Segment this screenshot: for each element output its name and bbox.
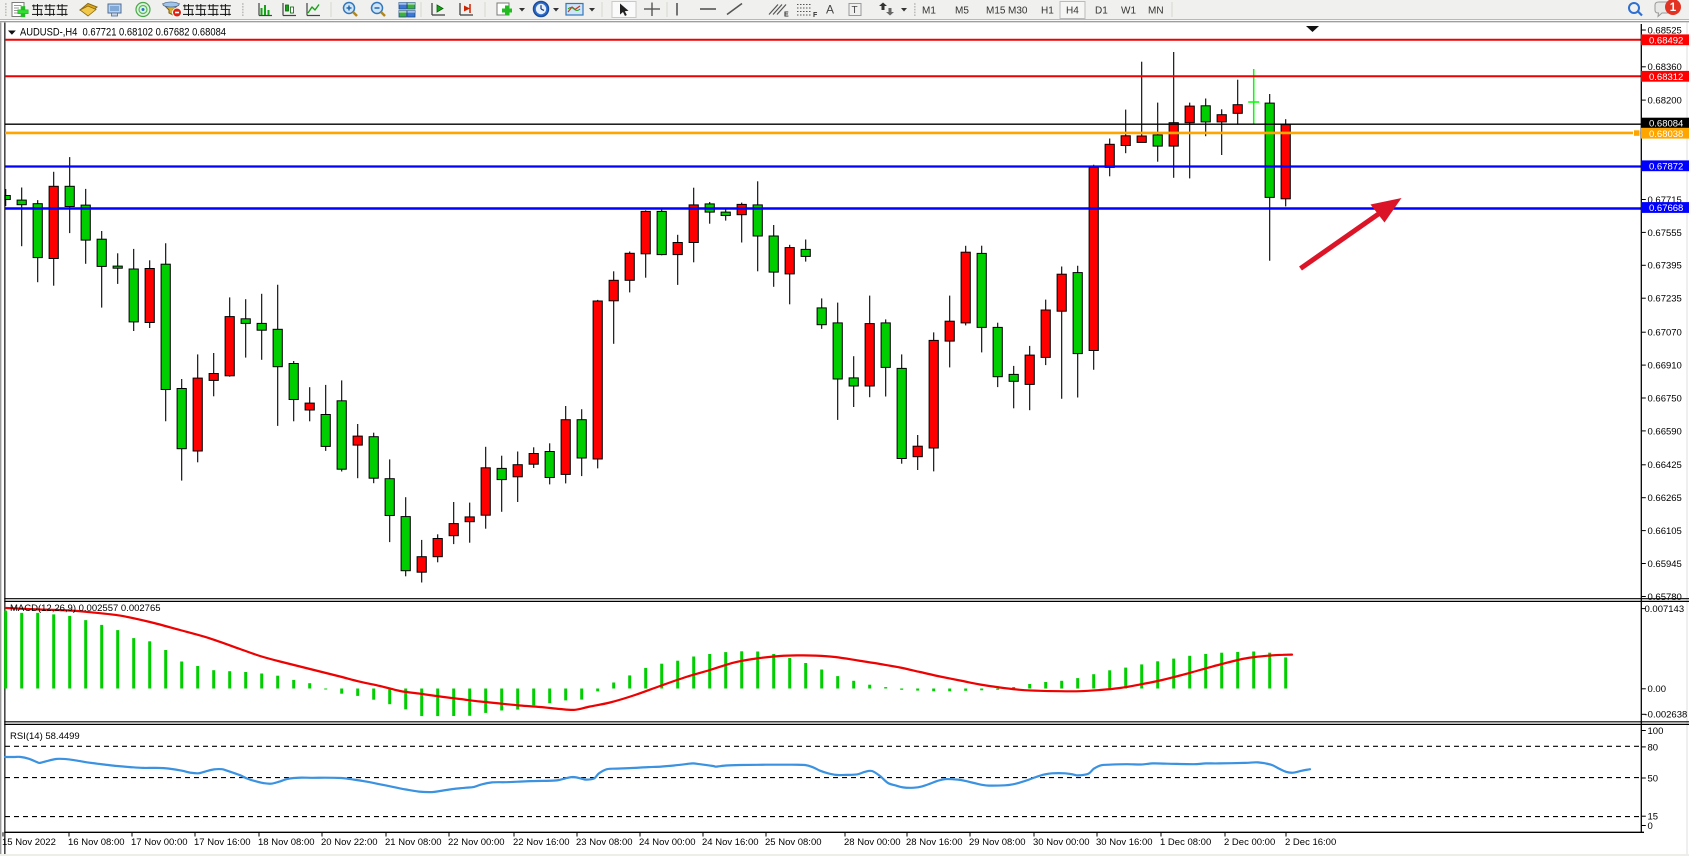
svg-text:23 Nov 08:00: 23 Nov 08:00	[576, 837, 633, 848]
svg-text:2 Dec 00:00: 2 Dec 00:00	[1224, 837, 1275, 848]
svg-text:F: F	[813, 12, 818, 19]
svg-text:0.66105: 0.66105	[1648, 526, 1682, 537]
svg-text:0.68200: 0.68200	[1648, 96, 1682, 107]
svg-text:0.66910: 0.66910	[1648, 361, 1682, 372]
svg-text:0.67668: 0.67668	[1649, 203, 1683, 214]
svg-text:0.67715: 0.67715	[1648, 195, 1682, 206]
svg-text:AUDUSD-,H4 0.67721 0.68102 0.: AUDUSD-,H4 0.67721 0.68102 0.67682 0.680…	[20, 27, 226, 39]
svg-text:W1: W1	[1121, 6, 1136, 17]
svg-text:22 Nov 00:00: 22 Nov 00:00	[448, 837, 505, 848]
svg-text:RSI(14) 58.4499: RSI(14) 58.4499	[10, 731, 80, 742]
svg-text:50: 50	[1648, 773, 1659, 784]
svg-text:0.67872: 0.67872	[1649, 161, 1683, 172]
svg-text:0.67555: 0.67555	[1648, 228, 1682, 239]
svg-text:17 Nov 00:00: 17 Nov 00:00	[131, 837, 188, 848]
svg-text:A: A	[826, 3, 834, 17]
svg-text:0.66590: 0.66590	[1648, 426, 1682, 437]
svg-text:0.68084: 0.68084	[1649, 119, 1683, 130]
svg-text:16 Nov 08:00: 16 Nov 08:00	[68, 837, 125, 848]
svg-text:0.68038: 0.68038	[1649, 129, 1683, 140]
svg-text:18 Nov 08:00: 18 Nov 08:00	[258, 837, 315, 848]
svg-text:21 Nov 08:00: 21 Nov 08:00	[385, 837, 442, 848]
svg-text:0.68360: 0.68360	[1648, 62, 1682, 73]
svg-text:-0.002638: -0.002638	[1645, 710, 1688, 721]
svg-text:0.66265: 0.66265	[1648, 493, 1682, 504]
svg-text:0.67070: 0.67070	[1648, 328, 1682, 339]
svg-text:M1: M1	[922, 6, 936, 17]
svg-text:25 Nov 08:00: 25 Nov 08:00	[765, 837, 822, 848]
svg-text:M15: M15	[986, 6, 1006, 17]
svg-text:0.68525: 0.68525	[1648, 25, 1682, 36]
svg-text:0.00: 0.00	[1648, 684, 1667, 695]
svg-text:15: 15	[1648, 812, 1659, 823]
svg-text:0.007143: 0.007143	[1645, 604, 1685, 615]
svg-text:MACD(12,26,9) 0.002557 0.00276: MACD(12,26,9) 0.002557 0.002765	[10, 603, 161, 614]
svg-text:H4: H4	[1066, 6, 1079, 17]
svg-text:20 Nov 22:00: 20 Nov 22:00	[321, 837, 378, 848]
svg-text:D1: D1	[1095, 6, 1108, 17]
svg-text:28 Nov 00:00: 28 Nov 00:00	[844, 837, 901, 848]
svg-text:0.67395: 0.67395	[1648, 261, 1682, 272]
svg-text:H1: H1	[1041, 6, 1054, 17]
svg-text:24 Nov 16:00: 24 Nov 16:00	[702, 837, 759, 848]
svg-text:30 Nov 00:00: 30 Nov 00:00	[1033, 837, 1090, 848]
svg-text:1: 1	[1670, 2, 1677, 14]
svg-text:E: E	[784, 12, 789, 19]
svg-text:M30: M30	[1008, 6, 1028, 17]
svg-text:0.67235: 0.67235	[1648, 294, 1682, 305]
svg-text:0.68312: 0.68312	[1649, 72, 1683, 83]
svg-text:100: 100	[1648, 726, 1664, 737]
svg-text:2 Dec 16:00: 2 Dec 16:00	[1285, 837, 1336, 848]
svg-text:28 Nov 16:00: 28 Nov 16:00	[906, 837, 963, 848]
svg-text:0: 0	[1648, 821, 1653, 832]
svg-text:29 Nov 08:00: 29 Nov 08:00	[969, 837, 1026, 848]
svg-text:0.68492: 0.68492	[1649, 35, 1683, 46]
svg-text:80: 80	[1648, 742, 1659, 753]
svg-text:M5: M5	[955, 6, 969, 17]
svg-text:0.66750: 0.66750	[1648, 393, 1682, 404]
svg-text:22 Nov 16:00: 22 Nov 16:00	[513, 837, 570, 848]
svg-text:17 Nov 16:00: 17 Nov 16:00	[194, 837, 251, 848]
svg-text:1 Dec 08:00: 1 Dec 08:00	[1160, 837, 1211, 848]
svg-text:30 Nov 16:00: 30 Nov 16:00	[1096, 837, 1153, 848]
svg-text:0.66425: 0.66425	[1648, 460, 1682, 471]
svg-text:MN: MN	[1148, 6, 1164, 17]
svg-text:24 Nov 00:00: 24 Nov 00:00	[639, 837, 696, 848]
svg-text:0.65945: 0.65945	[1648, 559, 1682, 570]
svg-text:T: T	[852, 5, 858, 16]
svg-text:0.65780: 0.65780	[1648, 592, 1682, 603]
svg-text:15 Nov 2022: 15 Nov 2022	[2, 837, 56, 848]
